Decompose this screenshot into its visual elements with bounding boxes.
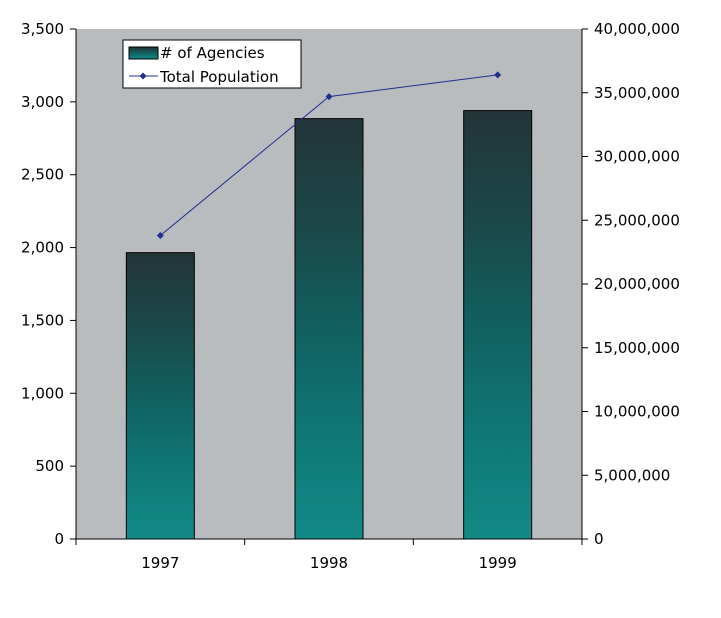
right-tick-label: 30,000,000 [594,148,680,166]
population-point-1997 [156,232,164,240]
left-tick-label: 1,000 [21,384,64,402]
right-tick-label: 10,000,000 [594,403,680,421]
population-point-1998 [325,93,333,101]
left-tick-label: 1,500 [21,311,64,329]
left-tick-label: 0 [54,530,64,548]
right-tick-label: 15,000,000 [594,339,680,357]
right-tick-label: 40,000,000 [594,20,680,38]
legend: # of Agencies Total Population [122,39,302,89]
x-tick-label: 1999 [479,554,517,572]
left-tick-label: 3,500 [21,20,64,38]
legend-marker-population [139,72,147,80]
bar-1999 [463,110,533,540]
right-tick-label: 5,000,000 [594,466,670,484]
left-tick-label: 2,500 [21,166,64,184]
legend-label-population: Total Population [159,68,279,86]
legend-swatch-agencies [128,46,159,60]
x-tick-label: 1997 [141,554,179,572]
left-tick-label: 500 [35,457,64,475]
left-tick-label: 3,000 [21,93,64,111]
legend-label-agencies: # of Agencies [160,44,265,62]
right-tick-label: 0 [594,530,604,548]
bar-1998 [294,118,364,540]
right-tick-label: 25,000,000 [594,211,680,229]
population-point-1999 [494,71,502,79]
bar-1997 [125,252,195,540]
left-tick-label: 2,000 [21,239,64,257]
right-tick-label: 35,000,000 [594,84,680,102]
right-tick-label: 20,000,000 [594,275,680,293]
x-tick-label: 1998 [310,554,348,572]
